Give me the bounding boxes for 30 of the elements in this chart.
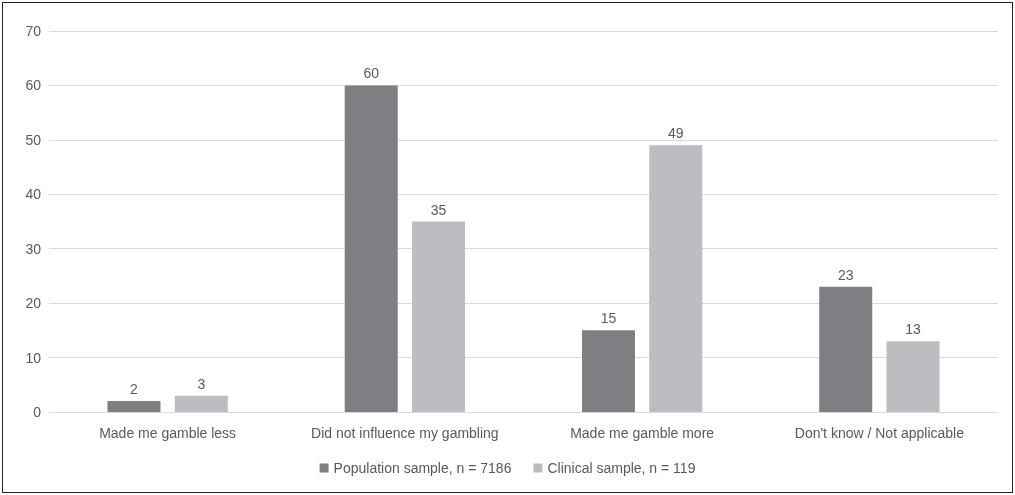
data-label: 23 <box>837 266 854 283</box>
x-tick-label: Made me gamble more <box>570 425 715 441</box>
data-label: 13 <box>905 321 922 338</box>
data-label: 2 <box>130 381 139 398</box>
x-tick-label: Don't know / Not applicable <box>794 425 965 441</box>
data-label: 49 <box>667 125 684 142</box>
bar <box>886 341 940 412</box>
legend-label: Population sample, n = 7186 <box>333 460 512 476</box>
y-tick-label: 50 <box>25 131 42 148</box>
bar <box>344 85 398 412</box>
y-tick-label: 40 <box>25 186 42 203</box>
bar <box>412 221 466 412</box>
bar <box>581 330 635 412</box>
data-label: 35 <box>430 201 447 218</box>
bar <box>174 395 228 412</box>
y-tick-label: 60 <box>25 77 42 94</box>
data-label: 15 <box>600 310 617 327</box>
data-label: 60 <box>363 65 380 82</box>
y-tick-label: 0 <box>33 404 42 420</box>
x-tick-label: Made me gamble less <box>99 425 237 441</box>
bar <box>107 401 161 412</box>
bar <box>649 145 703 412</box>
y-tick-label: 30 <box>25 240 42 257</box>
x-tick-label: Did not influence my gambling <box>311 425 499 441</box>
y-tick-label: 70 <box>25 23 42 39</box>
bar <box>819 286 873 412</box>
legend-label: Clinical sample, n = 119 <box>547 460 696 476</box>
y-tick-label: 20 <box>25 295 42 312</box>
data-label: 3 <box>197 375 206 392</box>
y-tick-label: 10 <box>25 349 42 366</box>
